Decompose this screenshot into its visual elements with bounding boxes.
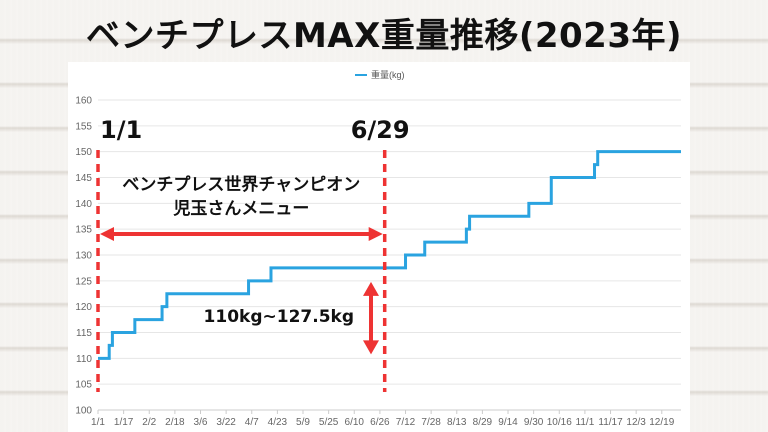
x-tick-label: 11/1 xyxy=(576,417,595,428)
page-title: ベンチプレスMAX重量推移(2023年) xyxy=(85,16,683,56)
x-tick-label: 6/26 xyxy=(370,417,390,428)
period-description-line1: ベンチプレス世界チャンピオン xyxy=(122,174,360,195)
y-tick-label: 120 xyxy=(75,302,92,313)
x-tick-label: 3/6 xyxy=(194,417,208,428)
y-tick-label: 125 xyxy=(75,276,92,287)
y-axis: 100 105 110 115 120 125 130 135 140 145 150 155 160 xyxy=(75,96,92,417)
y-tick-label: 145 xyxy=(75,173,92,184)
range-arrow-top-head xyxy=(363,281,379,296)
x-tick-label: 12/3 xyxy=(626,417,646,428)
legend: 重量(kg) xyxy=(355,69,405,80)
y-tick-label: 160 xyxy=(75,96,92,107)
y-tick-label: 105 xyxy=(75,380,92,391)
x-tick-label: 8/13 xyxy=(447,417,467,428)
period-description-line2: 児玉さんメニュー xyxy=(172,199,309,219)
x-tick-label: 3/22 xyxy=(216,417,236,428)
legend-label: 重量(kg) xyxy=(371,69,405,80)
period-arrow-left-head xyxy=(100,227,114,241)
x-axis: 1/1 1/17 2/2 2/18 3/6 3/22 4/7 4/23 5/9 5/25 6/10 6… xyxy=(91,409,681,428)
x-tick-label: 4/7 xyxy=(245,417,259,428)
annotations: 1/1 6/29 ベンチプレス世界チャンピオン 児玉さんメニュー 110kg~1… xyxy=(96,116,410,392)
series-line xyxy=(98,150,681,360)
x-tick-label: 5/25 xyxy=(319,417,339,428)
y-tick-label: 130 xyxy=(75,251,92,262)
x-tick-label: 9/30 xyxy=(524,417,544,428)
range-arrow-bottom-head xyxy=(363,340,379,355)
x-tick-label: 6/10 xyxy=(345,417,365,428)
y-tick-label: 150 xyxy=(75,147,92,158)
y-tick-label: 115 xyxy=(76,328,92,339)
y-tick-label: 140 xyxy=(75,199,92,210)
grid-lines xyxy=(98,99,681,411)
x-tick-label: 7/12 xyxy=(396,417,416,428)
x-tick-label: 2/2 xyxy=(142,417,156,428)
weight-range-label: 110kg~127.5kg xyxy=(204,307,354,327)
x-tick-label: 1/1 xyxy=(91,417,105,428)
x-tick-label: 5/9 xyxy=(296,417,310,428)
end-date-label: 6/29 xyxy=(351,116,410,144)
x-tick-label: 8/29 xyxy=(473,417,493,428)
x-tick-label: 10/16 xyxy=(547,417,572,428)
x-tick-label: 7/28 xyxy=(421,417,441,428)
period-arrow-right-head xyxy=(368,227,383,241)
x-tick-label: 2/18 xyxy=(165,417,185,428)
x-tick-label: 9/14 xyxy=(498,417,518,428)
y-tick-label: 155 xyxy=(75,121,92,132)
series-lines xyxy=(98,150,681,360)
x-tick-label: 4/23 xyxy=(268,417,288,428)
x-tick-label: 11/17 xyxy=(598,417,623,428)
y-tick-label: 110 xyxy=(76,354,92,365)
y-tick-label: 135 xyxy=(75,225,92,236)
chart-panel: 100 105 110 115 120 125 130 135 140 145 150 155 160 … xyxy=(68,62,690,432)
y-tick-label: 100 xyxy=(75,406,92,417)
x-tick-label: 1/17 xyxy=(114,417,134,428)
start-date-label: 1/1 xyxy=(100,116,142,144)
x-tick-label: 12/19 xyxy=(649,417,674,428)
line-chart: 100105110115120125130135140145150155160 … xyxy=(75,69,681,428)
